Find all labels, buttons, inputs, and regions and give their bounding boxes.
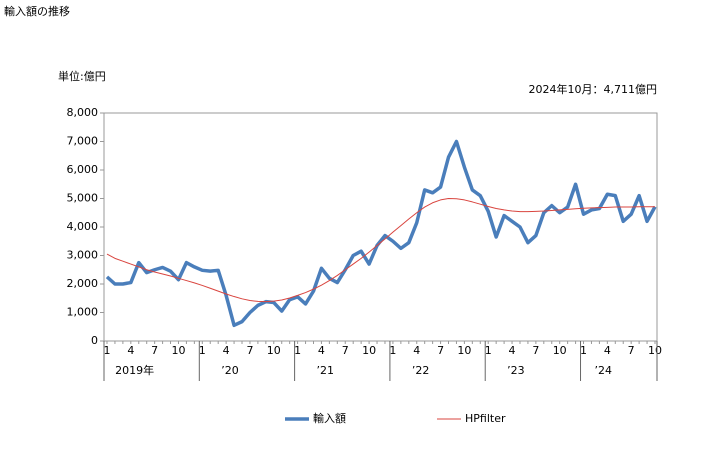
year-label: ’24	[595, 364, 613, 377]
y-tick-label: 6,000	[67, 163, 99, 176]
y-tick-label: 8,000	[67, 106, 99, 119]
y-tick-label: 4,000	[67, 220, 99, 233]
x-tick-label: 1	[104, 344, 111, 357]
year-label: 2019年	[115, 363, 154, 377]
x-tick-label: 4	[509, 344, 516, 357]
x-tick-label: 1	[294, 344, 301, 357]
x-tick-label: 7	[437, 344, 444, 357]
year-label: ’21	[317, 364, 335, 377]
x-tick-label: 10	[457, 344, 471, 357]
series-line	[105, 139, 657, 328]
x-tick-label: 4	[604, 344, 611, 357]
y-tick-label: 2,000	[67, 277, 99, 290]
x-tick-label: 7	[532, 344, 539, 357]
x-tick-label: 10	[648, 344, 662, 357]
year-label: ’23	[507, 364, 525, 377]
chart-title: 輸入額の推移	[4, 4, 70, 18]
y-tick-label: 7,000	[67, 135, 99, 148]
year-label: ’22	[412, 364, 430, 377]
x-tick-label: 4	[223, 344, 230, 357]
x-tick-label: 1	[199, 344, 206, 357]
x-tick-label: 7	[151, 344, 158, 357]
x-tick-label: 10	[362, 344, 376, 357]
x-tick-label: 4	[413, 344, 420, 357]
y-tick-label: 3,000	[67, 249, 99, 262]
x-tick-label: 10	[553, 344, 567, 357]
annotation: 2024年10月：4,711億円	[529, 82, 657, 96]
legend-label: 輸入額	[313, 411, 346, 425]
x-tick-label: 7	[342, 344, 349, 357]
x-tick-label: 4	[127, 344, 134, 357]
year-label: ’20	[221, 364, 239, 377]
x-tick-label: 10	[171, 344, 185, 357]
x-tick-label: 4	[318, 344, 325, 357]
x-tick-label: 1	[580, 344, 587, 357]
y-tick-label: 5,000	[67, 192, 99, 205]
x-tick-label: 7	[628, 344, 635, 357]
y-tick-label: 0	[91, 334, 98, 347]
legend-label: HPfilter	[465, 412, 506, 425]
x-tick-label: 1	[389, 344, 396, 357]
plot-area	[103, 112, 658, 342]
unit-label: 単位:億円	[58, 69, 106, 83]
x-tick-label: 10	[267, 344, 281, 357]
y-tick-label: 1,000	[67, 306, 99, 319]
series-line	[106, 198, 655, 303]
x-tick-label: 1	[485, 344, 492, 357]
x-tick-label: 7	[246, 344, 253, 357]
